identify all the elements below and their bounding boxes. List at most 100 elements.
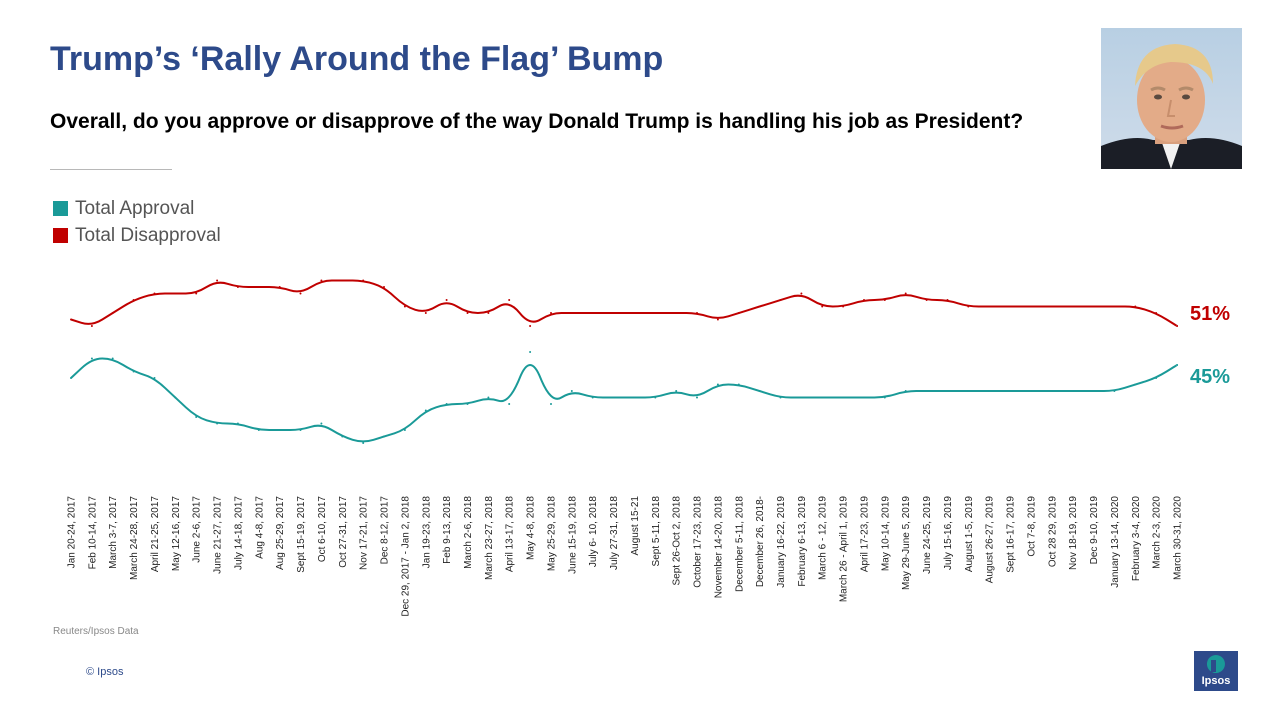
data-point xyxy=(1155,377,1158,379)
data-point xyxy=(675,390,678,392)
data-point xyxy=(1134,383,1137,386)
x-tick-label: Jan 19-23, 2018 xyxy=(421,496,432,569)
x-tick-label: Oct 7-8, 2019 xyxy=(1026,496,1037,557)
data-point xyxy=(946,390,949,392)
x-tick-label: Aug 25-29, 2017 xyxy=(275,496,286,570)
data-point xyxy=(257,286,260,288)
data-point xyxy=(696,312,698,314)
data-point xyxy=(1009,390,1012,392)
ipsos-logo: Ipsos xyxy=(1194,651,1238,691)
data-point xyxy=(132,299,135,301)
data-point xyxy=(967,390,970,392)
series-line-approval xyxy=(70,357,1179,443)
data-point xyxy=(424,312,427,314)
data-point xyxy=(883,396,886,399)
data-point xyxy=(508,403,511,405)
data-point xyxy=(633,312,636,314)
data-point xyxy=(403,305,406,308)
x-tick-label: Oct 27-31, 2017 xyxy=(338,496,349,568)
data-point xyxy=(466,403,469,405)
data-point xyxy=(111,312,114,314)
x-tick-label: Sept 26-Oct 2, 2018 xyxy=(672,496,683,586)
data-point xyxy=(570,312,573,314)
data-point xyxy=(153,377,156,379)
data-point xyxy=(445,299,448,301)
data-point xyxy=(111,357,114,360)
x-tick-label: May 25-29, 2018 xyxy=(547,496,558,571)
data-point xyxy=(1050,390,1053,392)
end-label-approval: 45% xyxy=(1190,366,1230,388)
data-point xyxy=(236,286,239,288)
data-point xyxy=(1092,305,1095,308)
data-point xyxy=(320,422,323,425)
x-tick-label: December 5-11, 2018 xyxy=(734,496,745,592)
data-point xyxy=(132,370,135,373)
data-point xyxy=(216,422,219,425)
x-tick-label: March 6 - 12, 2019 xyxy=(818,496,829,580)
x-tick-label: October 17-23, 2018 xyxy=(693,496,704,588)
data-point xyxy=(1155,312,1158,314)
data-point xyxy=(1113,390,1116,392)
page-title: Trump’s ‘Rally Around the Flag’ Bump xyxy=(50,40,664,78)
data-point xyxy=(216,279,219,282)
data-point xyxy=(362,279,365,282)
data-point xyxy=(299,292,302,295)
x-tick-label: April 21-25, 2017 xyxy=(150,496,161,573)
x-tick-label: June 15-19, 2018 xyxy=(567,496,578,574)
data-point xyxy=(737,383,740,386)
data-point xyxy=(487,396,490,399)
data-point xyxy=(487,312,490,314)
x-tick-label: March 30-31, 2020 xyxy=(1173,496,1184,580)
data-point xyxy=(821,396,824,399)
data-point xyxy=(946,299,949,301)
data-point xyxy=(612,396,615,399)
x-tick-label: May 29-June 5, 2019 xyxy=(901,496,912,590)
x-tick-label: March 2-3, 2020 xyxy=(1152,496,1163,569)
data-point xyxy=(716,318,719,321)
data-point xyxy=(904,390,907,392)
data-point xyxy=(988,390,991,392)
data-point xyxy=(383,286,385,288)
x-tick-label: June 21-27, 2017 xyxy=(213,496,224,574)
data-point xyxy=(195,292,198,295)
data-point xyxy=(1134,305,1137,308)
data-point xyxy=(341,435,344,438)
x-tick-label: May 4-8, 2018 xyxy=(526,496,537,560)
x-tick-label: June 24-25, 2019 xyxy=(922,496,933,574)
legend-label-disapproval: Total Disapproval xyxy=(75,224,221,246)
data-point xyxy=(70,318,72,321)
chart-legend: Total Approval Total Disapproval xyxy=(53,195,221,249)
x-tick-label: Oct 28 29, 2019 xyxy=(1047,496,1058,568)
data-point xyxy=(883,299,886,301)
x-tick-label: March 24-28, 2017 xyxy=(129,496,140,580)
x-tick-label: July 6- 10, 2018 xyxy=(588,496,599,568)
data-point xyxy=(90,325,93,327)
legend-label-approval: Total Approval xyxy=(75,197,195,219)
data-source: Reuters/Ipsos Data xyxy=(53,626,139,637)
data-point xyxy=(1092,390,1095,392)
x-tick-label: July 14-18, 2017 xyxy=(233,496,244,570)
data-point xyxy=(320,279,323,282)
data-point xyxy=(779,396,782,399)
legend-swatch-approval xyxy=(53,201,68,216)
x-tick-label: Jan 20-24, 2017 xyxy=(67,496,78,569)
x-tick-label: February 3-4, 2020 xyxy=(1131,496,1142,581)
data-point xyxy=(988,305,991,308)
data-point xyxy=(550,312,552,314)
x-tick-label: March 26 - April 1, 2019 xyxy=(839,496,850,603)
data-point xyxy=(925,390,928,392)
data-point xyxy=(842,305,845,308)
data-point xyxy=(696,396,698,399)
data-point xyxy=(236,422,239,425)
data-point xyxy=(153,292,156,295)
x-tick-label: January 13-14, 2020 xyxy=(1110,496,1121,588)
end-label-disapproval: 51% xyxy=(1190,303,1230,325)
data-point xyxy=(70,377,72,379)
data-point xyxy=(925,299,928,301)
data-point xyxy=(800,292,803,295)
divider xyxy=(50,169,172,170)
data-point xyxy=(1113,305,1116,308)
data-point xyxy=(90,357,93,360)
logo-text: Ipsos xyxy=(1201,675,1231,687)
